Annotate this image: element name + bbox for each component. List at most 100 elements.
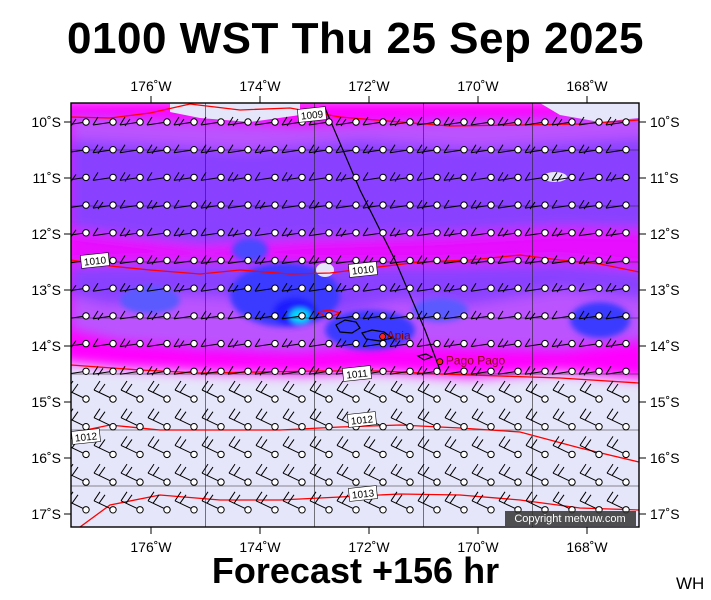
wind-barb <box>174 380 198 403</box>
wind-barb <box>389 199 414 209</box>
isobar-label: 1012 <box>347 411 377 428</box>
wind-barb <box>363 463 387 486</box>
wind-barb <box>174 436 198 459</box>
wind-barb <box>173 282 198 293</box>
wind-barb <box>120 380 144 403</box>
wind-barb <box>551 144 576 154</box>
wind-barb <box>281 227 306 238</box>
wind-barb <box>335 282 360 293</box>
wind-barb <box>71 463 90 486</box>
wind-barb <box>443 199 468 209</box>
wind-barb <box>390 463 414 486</box>
wind-barb <box>308 144 333 154</box>
wind-barb <box>254 255 279 265</box>
wind-barb <box>497 366 522 375</box>
wind-barb <box>551 338 576 348</box>
wind-barb <box>146 255 171 265</box>
wind-barb <box>308 282 333 292</box>
wind-barb <box>255 408 279 431</box>
lat-label-left: 11˚S <box>32 170 61 186</box>
wind-barb <box>443 172 468 182</box>
isobar-label: 1013 <box>348 485 378 502</box>
wind-barb <box>119 199 144 209</box>
wind-barb <box>282 380 306 403</box>
wind-barb <box>551 255 576 265</box>
svg-text:1010: 1010 <box>0 361 2 374</box>
wind-barb <box>417 380 441 403</box>
wind-barb <box>254 227 279 237</box>
forecast-label: Forecast +156 hr <box>211 550 500 591</box>
svg-text:Apia: Apia <box>387 328 411 342</box>
wind-barb <box>524 255 549 265</box>
isobar-label: 1011 <box>342 365 372 382</box>
wind-barb <box>444 463 468 486</box>
svg-text:1010: 1010 <box>83 255 107 268</box>
wind-barb <box>416 199 441 210</box>
wind-barb <box>92 338 117 348</box>
copyright-text: Copyright metvuw.com <box>514 513 625 525</box>
isobar-label: 1012 <box>71 428 101 445</box>
wind-barb <box>497 144 522 154</box>
wind-barb <box>227 116 252 127</box>
wind-barb <box>524 116 549 126</box>
svg-text:1012: 1012 <box>350 414 374 427</box>
wind-barb <box>443 144 468 154</box>
wind-barb <box>389 310 414 320</box>
wind-barb <box>255 491 279 514</box>
wind-barb <box>389 366 414 375</box>
map-title: 0100 WST Thu 25 Sep 2025 <box>67 14 644 63</box>
svg-text:1010: 1010 <box>351 264 375 277</box>
wind-barb <box>417 408 441 431</box>
lat-label-left: 12˚S <box>31 226 61 242</box>
wind-barb <box>525 436 549 459</box>
samoa-islands <box>335 319 434 361</box>
wind-barb <box>524 172 549 182</box>
wind-barb <box>497 199 522 209</box>
wind-barb <box>254 338 279 348</box>
wind-barb <box>336 436 360 459</box>
wind-barb <box>200 116 225 126</box>
wind-barb <box>552 408 576 431</box>
wind-barb <box>605 199 630 209</box>
wind-barb <box>498 436 522 459</box>
wind-barb <box>606 380 630 403</box>
wind-barb <box>335 227 360 238</box>
wind-barb <box>336 491 360 514</box>
wind-barb <box>498 380 522 403</box>
wind-barb <box>254 172 279 182</box>
wind-barb <box>146 366 171 376</box>
wind-barb <box>335 144 360 154</box>
wind-barb <box>470 116 495 126</box>
wind-barb <box>470 199 495 210</box>
wind-barb <box>146 227 171 237</box>
wind-barb <box>281 282 306 293</box>
wind-barb <box>605 366 630 375</box>
wind-barb <box>578 227 603 237</box>
wind-barb <box>443 282 468 293</box>
wind-barb <box>524 199 549 210</box>
wind-barb <box>605 144 630 154</box>
wind-barb <box>92 227 117 237</box>
wind-barb <box>173 366 198 375</box>
wind-barb <box>228 408 252 431</box>
wind-barb <box>498 408 522 431</box>
wind-barb <box>578 338 603 348</box>
wind-barb <box>552 436 576 459</box>
region-code: WH <box>676 574 705 593</box>
wind-barb <box>227 255 252 265</box>
wind-barb <box>254 282 279 292</box>
wind-barb <box>578 172 603 182</box>
wind-barb <box>146 310 171 321</box>
wind-barb <box>308 255 333 265</box>
svg-text:1011: 1011 <box>346 368 369 381</box>
wind-barb <box>525 380 549 403</box>
wind-barb <box>93 408 117 431</box>
wind-barb <box>228 436 252 459</box>
wind-barb <box>470 172 495 182</box>
wind-barb <box>416 366 441 376</box>
wind-barb <box>282 463 306 486</box>
wind-barb <box>524 144 549 154</box>
wind-barb <box>389 255 414 265</box>
wind-barb <box>71 310 90 320</box>
wind-barb <box>200 199 225 210</box>
